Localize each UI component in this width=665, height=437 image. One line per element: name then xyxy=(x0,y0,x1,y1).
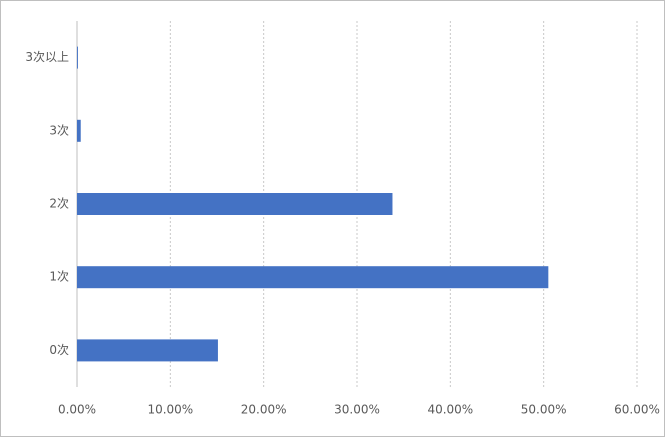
bar xyxy=(77,119,81,142)
x-tick-label: 60.00% xyxy=(614,403,660,417)
y-tick-label: 0次 xyxy=(49,343,69,357)
x-tick-label: 50.00% xyxy=(521,403,567,417)
bar xyxy=(77,193,393,215)
y-tick-label: 2次 xyxy=(49,197,69,211)
x-tick-label: 40.00% xyxy=(427,403,473,417)
bar xyxy=(77,46,78,69)
bar xyxy=(77,339,218,362)
y-tick-label: 1次 xyxy=(49,270,69,284)
x-tick-label: 30.00% xyxy=(334,403,380,417)
bar xyxy=(77,266,549,289)
y-tick-label: 3次 xyxy=(49,123,69,137)
x-tick-label: 20.00% xyxy=(241,403,287,417)
y-tick-label: 3次以上 xyxy=(25,50,69,64)
x-tick-label: 0.00% xyxy=(58,403,96,417)
x-tick-label: 10.00% xyxy=(147,403,193,417)
